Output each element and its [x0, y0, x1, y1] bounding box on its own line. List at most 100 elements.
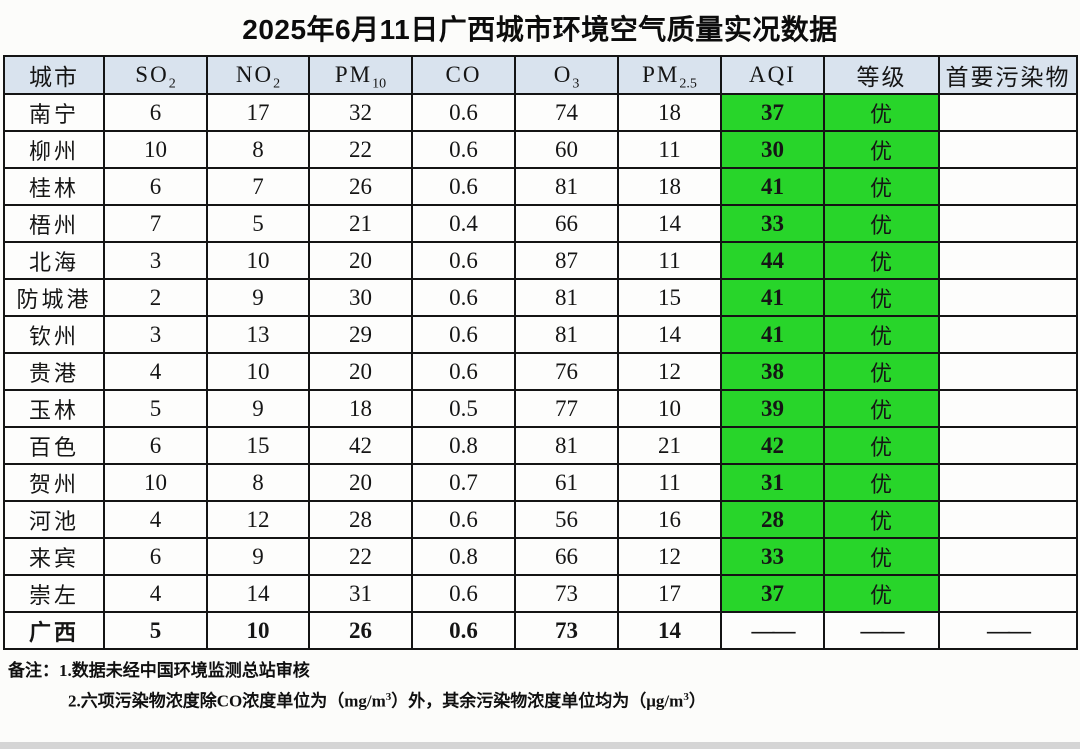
cell-primary	[938, 389, 1078, 428]
cell-city: 贺州	[3, 463, 105, 502]
table-row: 河池 4 12 28 0.6 56 16 28 优	[3, 500, 1078, 539]
cell-primary	[938, 93, 1078, 132]
cell-pm10: 18	[308, 389, 413, 428]
superscript-3: 3	[385, 691, 392, 703]
column-header-label: CO	[445, 62, 482, 87]
cell-co: 0.7	[411, 463, 516, 502]
cell-pm25: 18	[617, 93, 722, 132]
cell-pm10: 20	[308, 241, 413, 280]
cell-pm25: 16	[617, 500, 722, 539]
cell-primary	[938, 241, 1078, 280]
footnote-1: 备注：1.数据未经中国环境监测总站审核	[8, 661, 310, 680]
table-row: 百色 6 15 42 0.8 81 21 42 优	[3, 426, 1078, 465]
column-header-o3: O3	[514, 55, 619, 95]
cell-no2: 9	[206, 537, 310, 576]
cell-pm25: 11	[617, 241, 722, 280]
column-header-label: PM	[334, 62, 373, 87]
cell-o3: 60	[514, 130, 619, 169]
cell-aqi: 33	[720, 204, 825, 243]
cell-pm25: 14	[617, 315, 722, 354]
cell-primary	[938, 574, 1078, 613]
cell-city: 南宁	[3, 93, 105, 132]
cell-pm25: 17	[617, 574, 722, 613]
footnote-2-text: ）	[688, 691, 706, 711]
cell-primary	[938, 463, 1078, 502]
cell-pm10: 22	[308, 537, 413, 576]
cell-primary	[938, 537, 1078, 576]
cell-o3: 74	[514, 93, 619, 132]
cell-no2: 15	[206, 426, 310, 465]
cell-grade: 优	[823, 315, 940, 354]
cell-co: 0.6	[411, 574, 516, 613]
column-header-pm10: PM10	[308, 55, 413, 95]
cell-no2: 9	[206, 389, 310, 428]
footnote-2-text: ）外，其余污染物浓度单位均为（μg/m	[391, 691, 684, 711]
cell-aqi: 39	[720, 389, 825, 428]
bottom-edge-strip	[0, 742, 1080, 749]
cell-primary	[938, 315, 1078, 354]
cell-o3: 61	[514, 463, 619, 502]
cell-grade: 优	[823, 204, 940, 243]
cell-co: 0.6	[411, 241, 516, 280]
column-header-subscript: 2	[273, 76, 281, 92]
cell-o3: 81	[514, 426, 619, 465]
table-row: 钦州 3 13 29 0.6 81 14 41 优	[3, 315, 1078, 354]
cell-so2: 6	[103, 537, 208, 576]
cell-o3: 66	[514, 537, 619, 576]
cell-city: 梧州	[3, 204, 105, 243]
cell-pm25: 11	[617, 463, 722, 502]
cell-co: 0.8	[411, 426, 516, 465]
cell-city: 广西	[3, 611, 105, 650]
cell-aqi: 44	[720, 241, 825, 280]
table-row: 贺州 10 8 20 0.7 61 11 31 优	[3, 463, 1078, 502]
cell-pm25: 14	[617, 611, 722, 650]
cell-so2: 5	[103, 611, 208, 650]
cell-co: 0.6	[411, 167, 516, 206]
column-header-label: PM	[642, 62, 680, 87]
air-quality-table: 城市 SO2 NO2 PM10 CO O3 PM2.5 AQI 等级 首要污染物 南宁 6 17 32 0…	[3, 55, 1078, 650]
cell-grade: 优	[823, 500, 940, 539]
cell-grade: 优	[823, 167, 940, 206]
cell-co: 0.6	[411, 352, 516, 391]
cell-pm25: 21	[617, 426, 722, 465]
cell-grade: 优	[823, 389, 940, 428]
cell-city: 贵港	[3, 352, 105, 391]
cell-co: 0.6	[411, 315, 516, 354]
cell-so2: 4	[103, 352, 208, 391]
table-row: 南宁 6 17 32 0.6 74 18 37 优	[3, 93, 1078, 132]
cell-o3: 81	[514, 278, 619, 317]
cell-no2: 5	[206, 204, 310, 243]
cell-pm10: 22	[308, 130, 413, 169]
cell-so2: 7	[103, 204, 208, 243]
cell-grade: ——	[823, 611, 940, 650]
cell-co: 0.4	[411, 204, 516, 243]
cell-city: 河池	[3, 500, 105, 539]
cell-primary	[938, 278, 1078, 317]
column-header-label: 首要污染物	[945, 65, 1071, 90]
cell-so2: 10	[103, 463, 208, 502]
cell-o3: 81	[514, 167, 619, 206]
cell-no2: 10	[206, 611, 310, 650]
column-header-subscript: 2	[168, 76, 176, 92]
cell-so2: 6	[103, 167, 208, 206]
cell-aqi: 33	[720, 537, 825, 576]
summary-row-guangxi: 广西 5 10 26 0.6 73 14 —— —— ——	[3, 611, 1078, 650]
cell-city: 玉林	[3, 389, 105, 428]
cell-o3: 66	[514, 204, 619, 243]
column-header-aqi: AQI	[720, 55, 825, 95]
cell-grade: 优	[823, 241, 940, 280]
cell-pm25: 12	[617, 352, 722, 391]
cell-no2: 10	[206, 241, 310, 280]
cell-no2: 17	[206, 93, 310, 132]
cell-pm10: 26	[308, 167, 413, 206]
cell-grade: 优	[823, 537, 940, 576]
cell-so2: 6	[103, 93, 208, 132]
cell-o3: 73	[514, 574, 619, 613]
cell-pm10: 29	[308, 315, 413, 354]
cell-aqi: 28	[720, 500, 825, 539]
cell-city: 钦州	[3, 315, 105, 354]
cell-aqi: 41	[720, 167, 825, 206]
column-header-label: AQI	[749, 62, 796, 87]
cell-no2: 8	[206, 463, 310, 502]
